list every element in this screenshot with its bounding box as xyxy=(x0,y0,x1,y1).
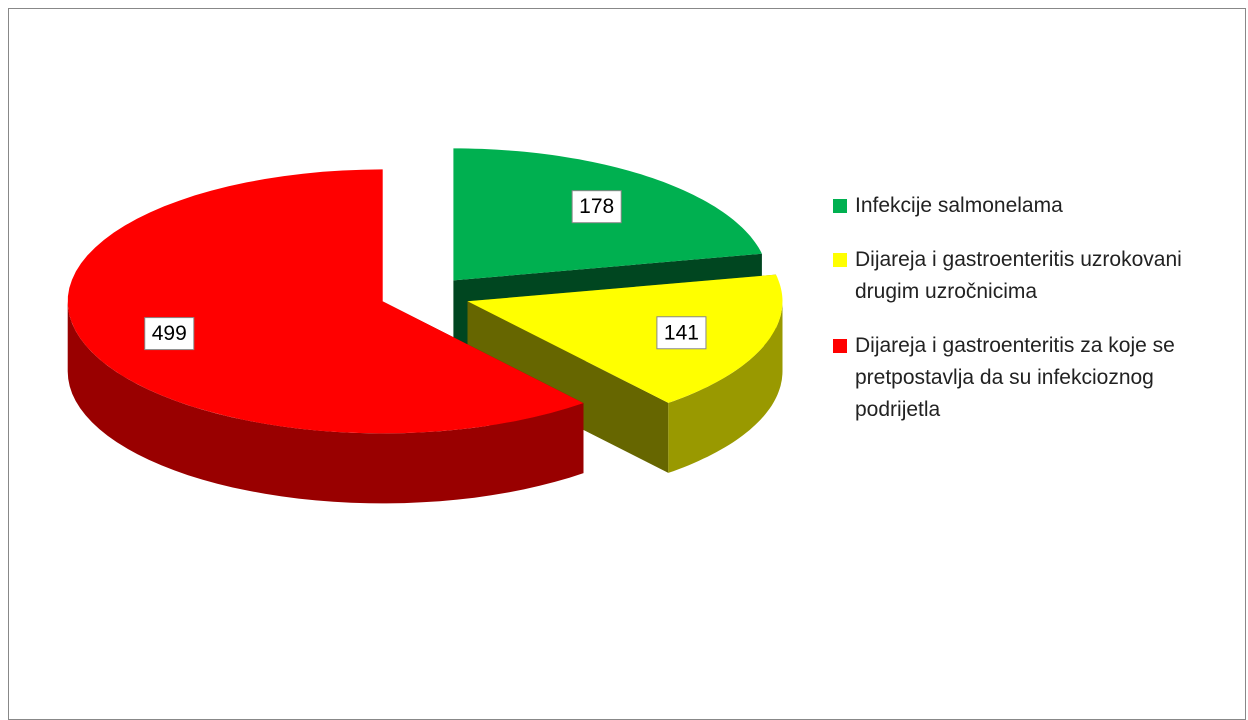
slice xyxy=(67,169,584,504)
legend: Infekcije salmonelama Dijareja i gastroen… xyxy=(833,190,1201,448)
legend-item: Infekcije salmonelama xyxy=(833,190,1201,222)
data-label: 178 xyxy=(579,195,614,218)
data-label-box xyxy=(144,317,195,351)
data-label-box xyxy=(656,316,707,350)
slice-top xyxy=(67,169,584,434)
legend-swatch xyxy=(833,253,847,267)
legend-swatch xyxy=(833,339,847,353)
slice-side xyxy=(467,301,669,473)
slice-wall xyxy=(668,301,783,473)
legend-label: Dijareja i gastroenteritis uzrokovani dr… xyxy=(855,248,1182,303)
slice-top xyxy=(467,274,783,403)
legend-label: Dijareja i gastroenteritis za koje se pr… xyxy=(855,334,1175,421)
legend-item: Dijareja i gastroenteritis uzrokovani dr… xyxy=(833,244,1201,308)
slice-wall xyxy=(67,301,584,504)
legend-label: Infekcije salmonelama xyxy=(855,194,1063,217)
data-label-box xyxy=(571,190,622,224)
legend-swatch xyxy=(833,199,847,213)
data-label: 141 xyxy=(664,321,699,344)
data-label: 499 xyxy=(152,322,187,345)
legend-item: Dijareja i gastroenteritis za koje se pr… xyxy=(833,330,1201,426)
